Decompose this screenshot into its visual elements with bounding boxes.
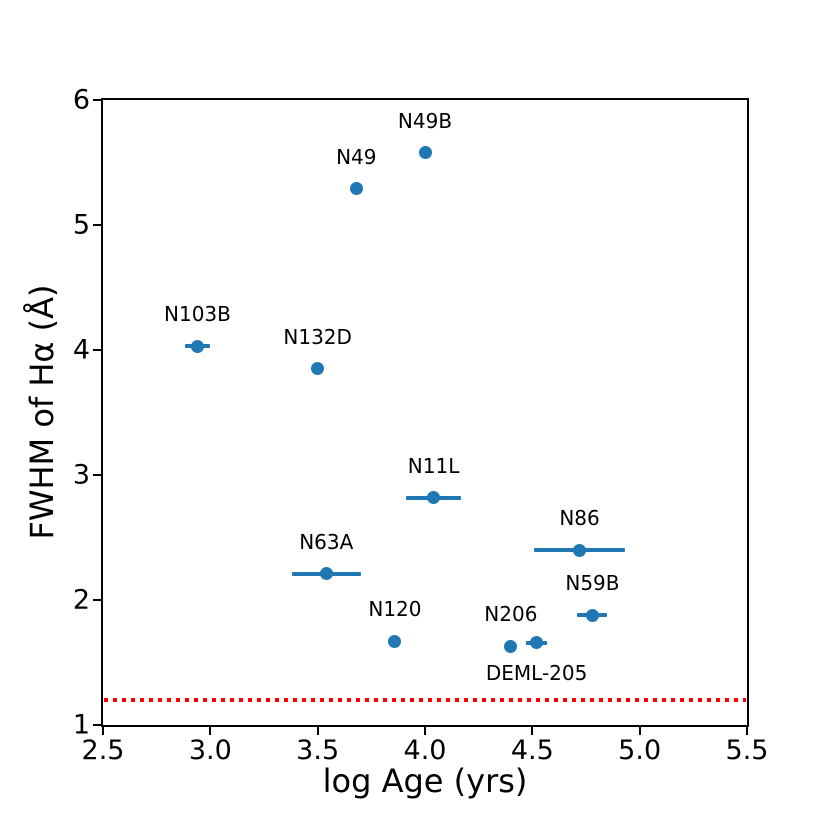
x-tick-mark — [638, 727, 641, 735]
y-tick-mark — [93, 349, 101, 351]
x-tick-label: 5.0 — [618, 735, 662, 766]
x-tick-mark — [209, 727, 212, 735]
y-tick-mark — [93, 474, 101, 476]
data-point-marker — [319, 567, 333, 581]
x-axis-label: log Age (yrs) — [322, 762, 528, 800]
data-point-marker — [190, 339, 204, 353]
x-tick-mark — [316, 727, 319, 735]
point-label: DEML-205 — [485, 660, 588, 685]
data-point-marker — [530, 636, 544, 649]
reference-line — [104, 698, 746, 702]
x-tick-label: 4.0 — [403, 735, 447, 766]
y-tick-label: 3 — [72, 459, 90, 491]
y-tick-mark — [93, 99, 101, 101]
y-axis-label: FWHM of Hα (Å) — [23, 284, 61, 540]
point-label: N11L — [407, 453, 460, 478]
data-point-marker — [504, 639, 518, 653]
data-point-marker — [418, 146, 432, 159]
x-tick-mark — [531, 727, 534, 735]
y-tick-label: 2 — [72, 584, 90, 616]
data-point-marker — [349, 182, 363, 196]
y-tick-label: 1 — [72, 709, 90, 741]
data-point-marker — [585, 608, 599, 622]
point-label: N63A — [299, 529, 354, 554]
point-label: N120 — [368, 597, 422, 622]
data-point-marker — [573, 543, 587, 557]
point-label: N86 — [559, 506, 600, 530]
y-tick-label: 6 — [72, 84, 90, 116]
y-tick-label: 5 — [72, 209, 90, 241]
point-label: N49B — [397, 108, 453, 133]
x-tick-mark — [746, 727, 748, 735]
x-tick-label: 3.5 — [296, 735, 340, 766]
point-label: N59B — [565, 571, 620, 595]
plot-frame — [101, 98, 749, 727]
x-tick-label: 5.5 — [725, 735, 769, 766]
x-tick-label: 4.5 — [510, 735, 554, 766]
y-tick-mark — [93, 599, 101, 601]
y-tick-mark — [93, 724, 101, 726]
point-label: N206 — [484, 602, 538, 627]
y-tick-mark — [93, 224, 101, 226]
y-tick-label: 4 — [72, 334, 90, 366]
data-point-marker — [427, 491, 441, 504]
data-point-marker — [311, 362, 325, 376]
point-label: N49 — [336, 144, 377, 169]
x-tick-mark — [424, 727, 426, 735]
x-tick-label: 2.5 — [81, 735, 125, 766]
point-label: N103B — [164, 302, 231, 327]
point-label: N132D — [283, 324, 352, 349]
x-tick-label: 3.0 — [188, 735, 232, 766]
x-tick-mark — [102, 727, 104, 735]
data-point-marker — [388, 634, 402, 648]
